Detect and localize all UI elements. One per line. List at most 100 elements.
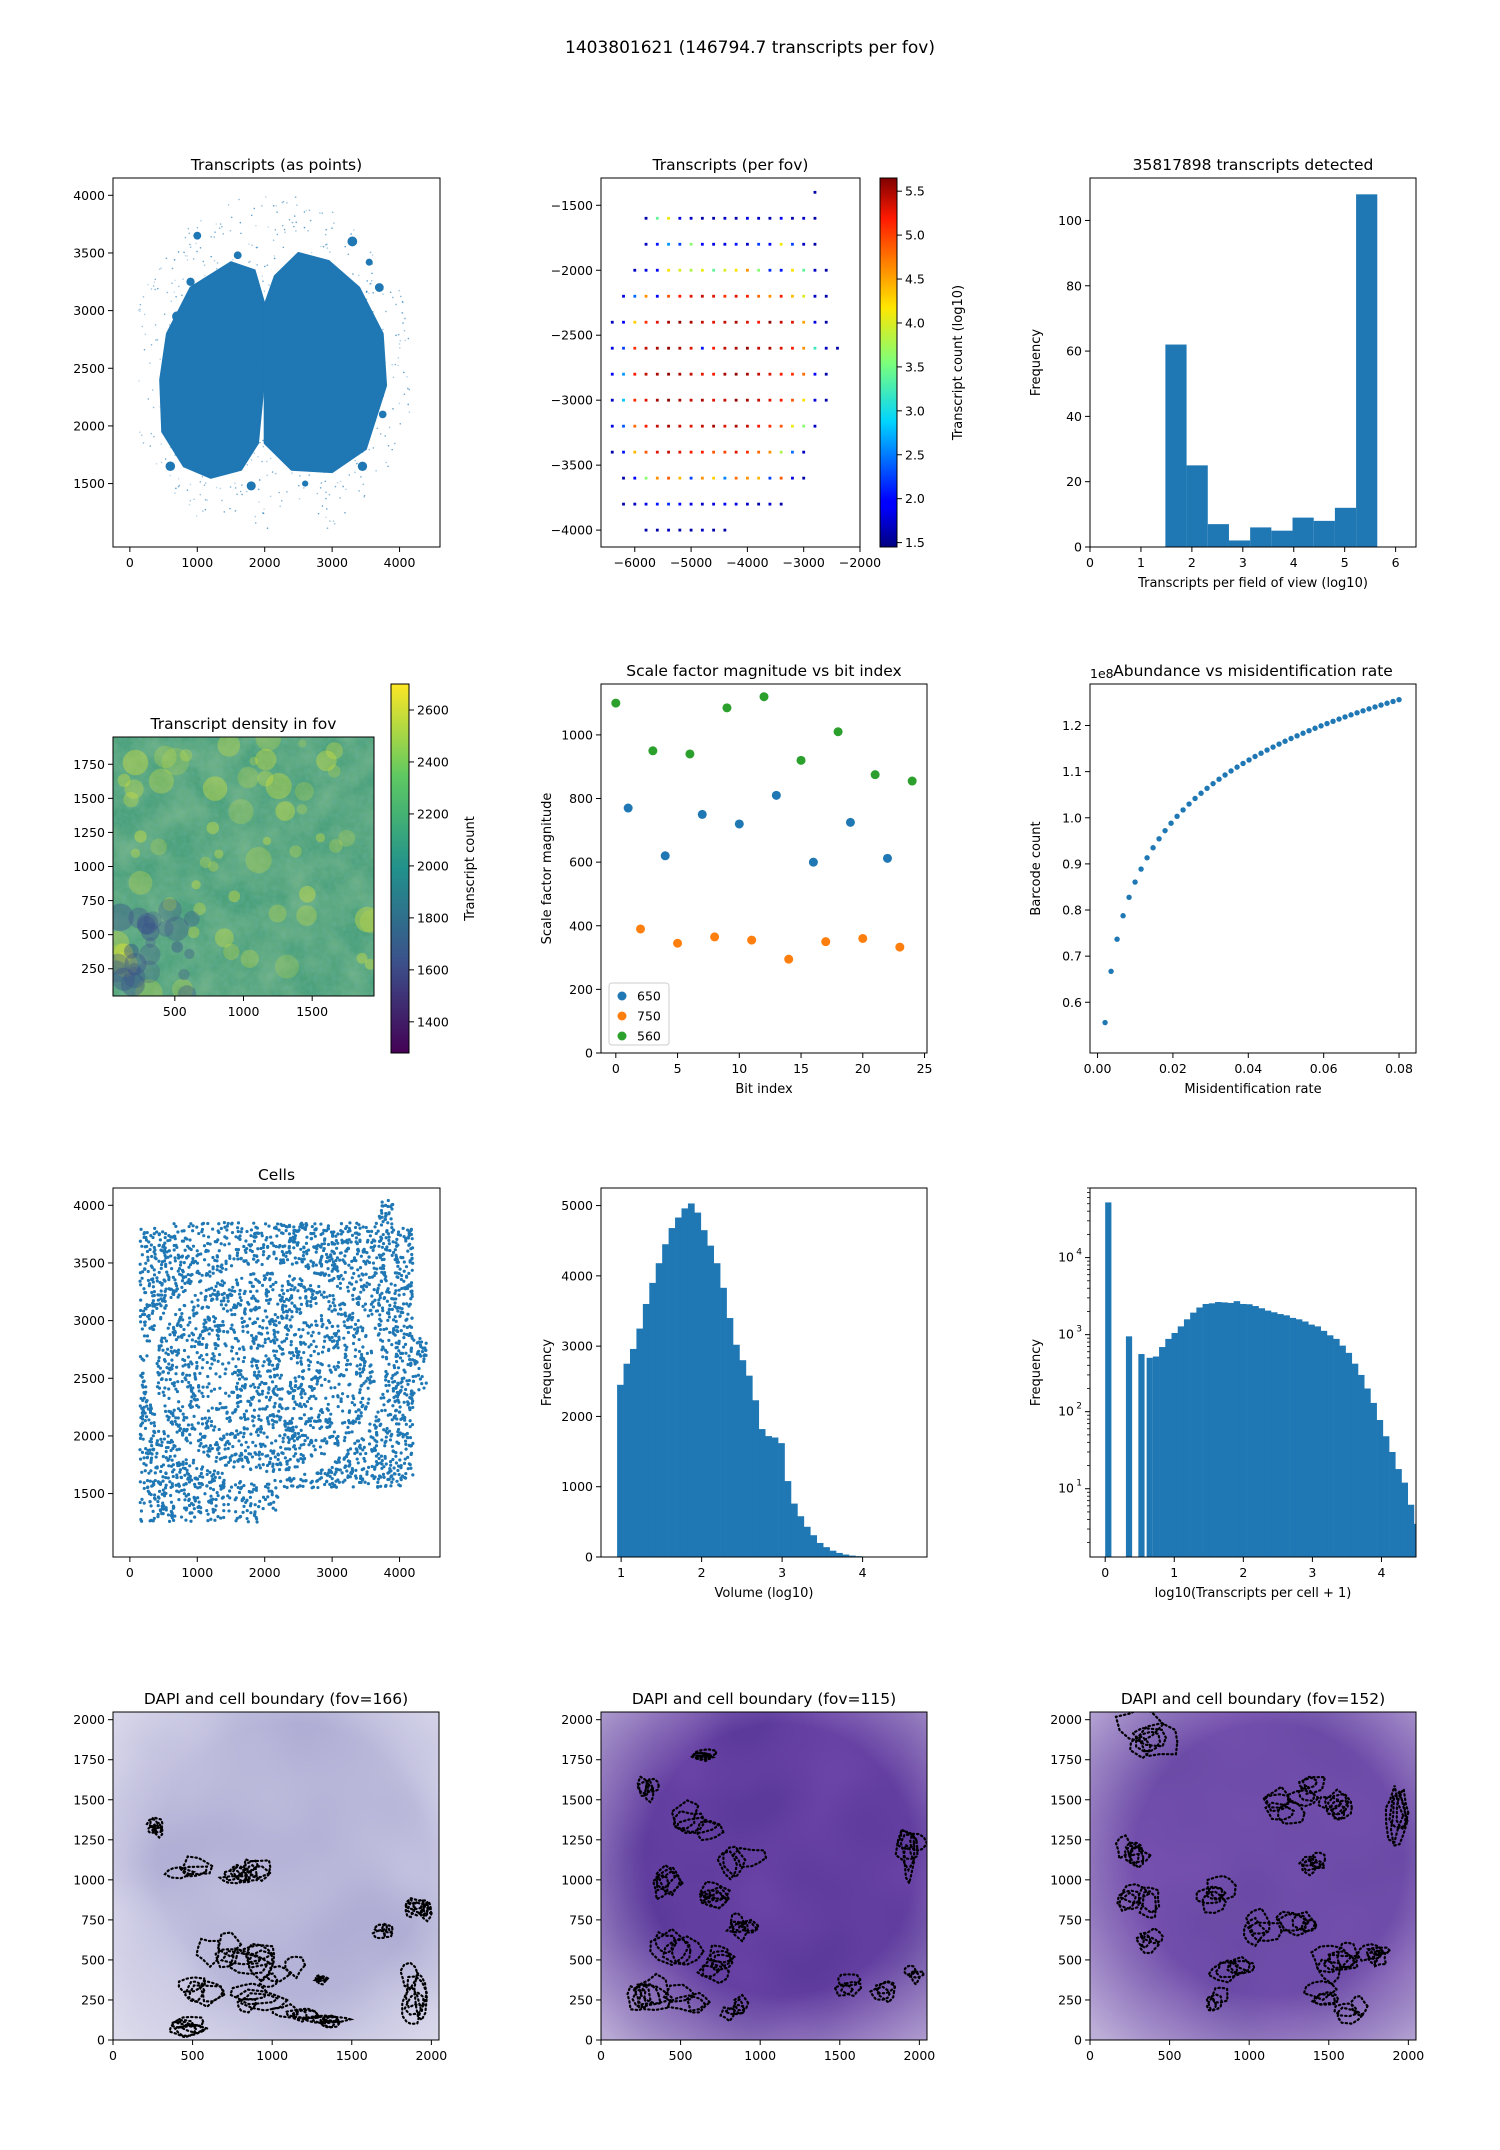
cell-point (302, 1245, 306, 1249)
cell-point (232, 1330, 237, 1334)
histogram-bar (1370, 1402, 1377, 1557)
y-axis-label: Frequency (1029, 329, 1044, 396)
density-hotspot (296, 905, 317, 926)
cell-point (410, 1257, 414, 1261)
cell-point (263, 1222, 268, 1226)
cell-point (385, 1311, 390, 1315)
cell-point (321, 1248, 326, 1253)
cell-point (249, 1345, 253, 1349)
cell-point (196, 1421, 200, 1425)
cell-point (296, 1431, 301, 1436)
density-coldspot (184, 948, 195, 960)
cell-point (323, 1437, 327, 1441)
cell-point (149, 1243, 153, 1247)
cell-point (224, 1405, 228, 1409)
cell-point (237, 1370, 241, 1374)
fov-marker (745, 294, 749, 298)
cell-point (340, 1392, 345, 1396)
cell-point (140, 1411, 144, 1415)
cell-point (239, 1443, 244, 1447)
cell-point (256, 1299, 260, 1303)
cell-point (283, 1244, 287, 1248)
cell-point (152, 1421, 156, 1425)
fov-marker (768, 398, 772, 402)
cell-point (188, 1403, 192, 1408)
fov-marker (824, 294, 828, 298)
transcript-point (254, 287, 256, 289)
density-coldspot (113, 967, 135, 991)
cell-point (410, 1252, 414, 1257)
cell-point (323, 1272, 328, 1276)
cell-point (195, 1403, 199, 1408)
cell-point (396, 1381, 400, 1385)
cell-point (178, 1263, 183, 1267)
cell-point (246, 1520, 250, 1524)
cell-point (162, 1251, 166, 1255)
cell-point (139, 1298, 143, 1302)
cell-point (325, 1256, 330, 1260)
transcript-point (296, 434, 299, 437)
cell-point (369, 1375, 373, 1379)
cell-point (213, 1324, 217, 1328)
fov-marker (689, 424, 693, 428)
cell-point (310, 1231, 314, 1236)
cell-point (251, 1321, 255, 1326)
cell-point (198, 1438, 203, 1442)
cell-point (346, 1330, 351, 1335)
cell-point (146, 1278, 151, 1283)
cell-point (378, 1255, 383, 1260)
cell-point (424, 1353, 428, 1357)
cell-point (285, 1485, 289, 1490)
cell-point (394, 1346, 398, 1350)
cell-point (335, 1246, 339, 1250)
cell-point (177, 1319, 181, 1323)
histogram-bar (700, 1230, 708, 1557)
cell-point (272, 1500, 276, 1504)
transcript-point (296, 387, 298, 389)
cell-point (328, 1294, 332, 1298)
transcript-point (186, 424, 188, 426)
cell-point (409, 1451, 414, 1455)
fov-marker (757, 268, 761, 272)
cell-point (138, 1283, 143, 1287)
x-tick-label: 20 (855, 1061, 871, 1076)
cell-point (211, 1265, 215, 1269)
dapi-vignette (113, 1712, 439, 2040)
cell-point (282, 1339, 287, 1343)
cell-point (182, 1418, 186, 1422)
cell-point (398, 1314, 402, 1318)
cell-point (282, 1484, 286, 1489)
transcript-point (266, 527, 269, 530)
transcript-point (301, 459, 304, 462)
cell-point (193, 1372, 197, 1377)
cell-point (419, 1345, 423, 1349)
cell-point (223, 1235, 227, 1239)
cell-point (326, 1402, 330, 1406)
transcript-point (215, 465, 218, 467)
fov-marker (836, 346, 839, 350)
cell-point (357, 1232, 361, 1236)
cell-point (149, 1440, 154, 1444)
transcript-point (203, 264, 206, 266)
cell-point (266, 1337, 271, 1341)
cell-point (382, 1396, 386, 1400)
cell-point (250, 1249, 254, 1254)
cell-point (258, 1324, 262, 1329)
cell-point (146, 1485, 150, 1489)
cell-point (292, 1477, 296, 1481)
transcript-point (323, 471, 325, 473)
cell-point (238, 1237, 242, 1241)
cell-point (241, 1359, 246, 1364)
series-650-point (771, 790, 781, 800)
fov-marker (667, 450, 670, 454)
cell-point (164, 1483, 168, 1487)
cell-point (270, 1441, 274, 1445)
transcript-point (137, 309, 140, 311)
x-tick-label: 0 (126, 1565, 134, 1580)
fov-marker (791, 424, 794, 428)
cell-point (171, 1414, 175, 1418)
curve-point (1150, 845, 1156, 851)
cell-point (217, 1451, 221, 1456)
transcript-point (261, 205, 263, 207)
transcript-point (142, 296, 145, 298)
